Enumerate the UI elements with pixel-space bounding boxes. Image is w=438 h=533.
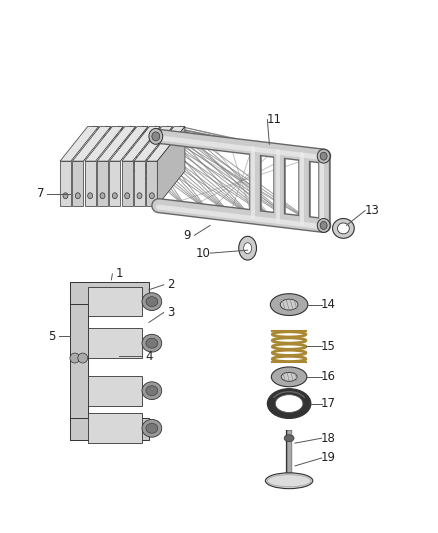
- Ellipse shape: [78, 353, 88, 363]
- Polygon shape: [97, 161, 108, 206]
- Ellipse shape: [149, 193, 154, 199]
- Text: 18: 18: [321, 432, 336, 445]
- Text: 10: 10: [196, 247, 211, 260]
- Ellipse shape: [317, 149, 330, 163]
- Ellipse shape: [152, 132, 160, 141]
- Ellipse shape: [63, 193, 68, 199]
- Ellipse shape: [281, 373, 297, 381]
- Ellipse shape: [75, 193, 80, 199]
- Polygon shape: [146, 126, 185, 161]
- Ellipse shape: [146, 338, 158, 348]
- Ellipse shape: [142, 419, 162, 437]
- Ellipse shape: [317, 219, 330, 232]
- Ellipse shape: [267, 389, 311, 418]
- Text: 4: 4: [145, 350, 153, 362]
- Ellipse shape: [142, 293, 162, 311]
- Ellipse shape: [280, 299, 298, 310]
- Text: 2: 2: [167, 278, 174, 292]
- Ellipse shape: [142, 334, 162, 352]
- Ellipse shape: [239, 236, 257, 260]
- Polygon shape: [88, 376, 142, 406]
- Ellipse shape: [320, 152, 327, 160]
- Ellipse shape: [337, 223, 350, 234]
- Polygon shape: [110, 126, 148, 161]
- Ellipse shape: [267, 475, 311, 487]
- Ellipse shape: [146, 297, 158, 306]
- Ellipse shape: [270, 294, 308, 316]
- Ellipse shape: [284, 435, 294, 442]
- Text: 3: 3: [167, 306, 174, 319]
- Text: 5: 5: [49, 330, 56, 343]
- Polygon shape: [60, 161, 71, 206]
- Polygon shape: [88, 328, 142, 358]
- Polygon shape: [88, 414, 142, 443]
- Ellipse shape: [332, 219, 354, 238]
- Ellipse shape: [125, 193, 130, 199]
- Polygon shape: [72, 161, 83, 206]
- Polygon shape: [70, 282, 88, 440]
- Text: 19: 19: [321, 451, 336, 464]
- Ellipse shape: [149, 128, 163, 144]
- Polygon shape: [157, 126, 185, 206]
- Ellipse shape: [142, 382, 162, 400]
- Text: 14: 14: [321, 298, 336, 311]
- Polygon shape: [88, 287, 142, 317]
- Polygon shape: [134, 161, 145, 206]
- Polygon shape: [110, 161, 120, 206]
- Polygon shape: [122, 126, 160, 161]
- Polygon shape: [60, 126, 99, 161]
- Polygon shape: [72, 126, 111, 161]
- Polygon shape: [85, 126, 123, 161]
- Text: 9: 9: [184, 229, 191, 242]
- Text: 7: 7: [36, 187, 44, 200]
- Polygon shape: [97, 126, 136, 161]
- Ellipse shape: [265, 473, 313, 489]
- Text: 15: 15: [321, 340, 336, 353]
- Polygon shape: [70, 418, 149, 440]
- Ellipse shape: [146, 386, 158, 395]
- Ellipse shape: [146, 423, 158, 433]
- Text: 13: 13: [364, 204, 379, 217]
- Ellipse shape: [137, 193, 142, 199]
- Ellipse shape: [113, 193, 117, 199]
- Polygon shape: [146, 161, 157, 206]
- Ellipse shape: [70, 353, 80, 363]
- Polygon shape: [122, 161, 133, 206]
- Ellipse shape: [100, 193, 105, 199]
- Text: 1: 1: [116, 268, 123, 280]
- Ellipse shape: [88, 193, 92, 199]
- Ellipse shape: [320, 222, 327, 229]
- Ellipse shape: [275, 394, 303, 413]
- Polygon shape: [134, 126, 173, 161]
- Ellipse shape: [271, 367, 307, 387]
- Text: 11: 11: [267, 113, 282, 126]
- Text: 16: 16: [321, 370, 336, 383]
- Polygon shape: [85, 161, 95, 206]
- Polygon shape: [70, 282, 149, 304]
- Text: 17: 17: [321, 397, 336, 410]
- Ellipse shape: [244, 243, 251, 254]
